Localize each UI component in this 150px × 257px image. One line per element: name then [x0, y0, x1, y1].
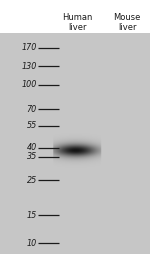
Text: Mouse
liver: Mouse liver [113, 13, 141, 32]
Text: Human
liver: Human liver [62, 13, 92, 32]
Bar [104, 33, 150, 254]
Text: 15: 15 [27, 211, 37, 220]
Text: 35: 35 [27, 152, 37, 161]
Bar [53, 33, 101, 254]
Text: 55: 55 [27, 121, 37, 130]
Text: 130: 130 [21, 62, 37, 71]
Text: 170: 170 [21, 43, 37, 52]
Text: 10: 10 [27, 239, 37, 248]
Text: 100: 100 [21, 80, 37, 89]
Text: 70: 70 [27, 105, 37, 114]
Text: 40: 40 [27, 143, 37, 152]
Text: 25: 25 [27, 176, 37, 185]
